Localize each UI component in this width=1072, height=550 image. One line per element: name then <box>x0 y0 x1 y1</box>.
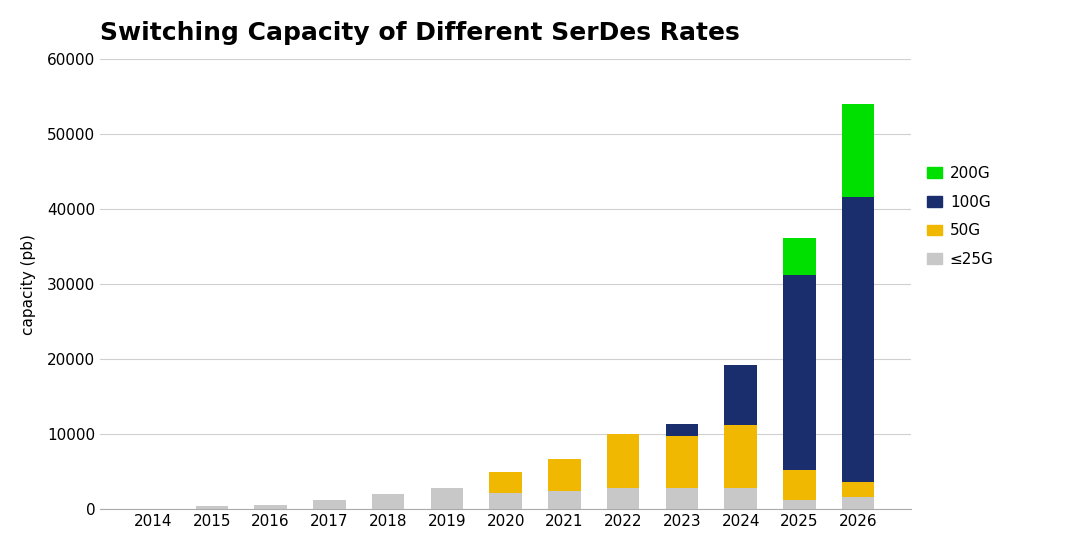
Bar <box>842 104 875 197</box>
Bar <box>548 491 581 509</box>
Bar <box>725 425 757 488</box>
Bar <box>784 276 816 470</box>
Bar <box>842 482 875 497</box>
Bar <box>725 365 757 425</box>
Bar <box>490 493 522 509</box>
Bar <box>254 505 286 509</box>
Bar <box>784 500 816 509</box>
Bar <box>548 459 581 491</box>
Bar <box>490 472 522 493</box>
Bar <box>725 488 757 509</box>
Bar <box>372 494 404 509</box>
Bar <box>666 488 698 509</box>
Bar <box>196 507 228 509</box>
Bar <box>842 197 875 482</box>
Bar <box>784 470 816 500</box>
Bar <box>842 497 875 509</box>
Bar <box>431 488 463 509</box>
Bar <box>666 436 698 488</box>
Text: Switching Capacity of Different SerDes Rates: Switching Capacity of Different SerDes R… <box>100 21 740 45</box>
Bar <box>607 488 639 509</box>
Bar <box>784 238 816 276</box>
Bar <box>313 500 345 509</box>
Y-axis label: capacity (pb): capacity (pb) <box>20 234 35 335</box>
Bar <box>666 424 698 436</box>
Bar <box>607 434 639 488</box>
Legend: 200G, 100G, 50G, ≤25G: 200G, 100G, 50G, ≤25G <box>927 166 994 267</box>
